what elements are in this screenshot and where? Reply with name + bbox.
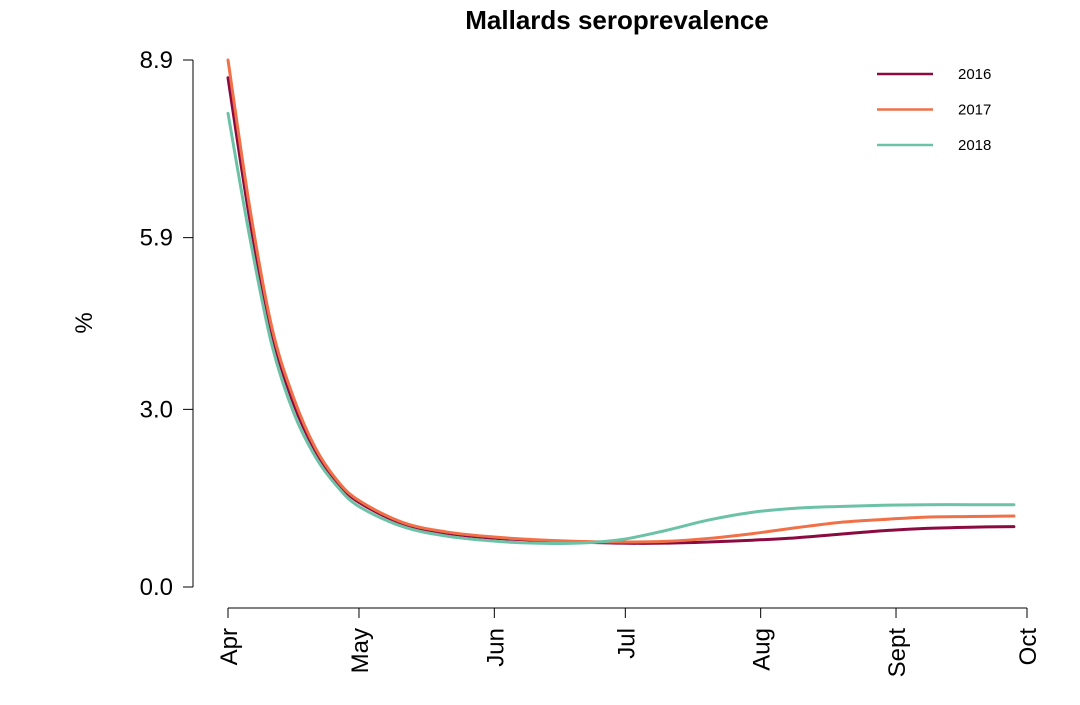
y-axis-label: % bbox=[71, 312, 98, 333]
y-tick-label: 8.9 bbox=[140, 47, 173, 74]
y-tick-label: 0.0 bbox=[140, 574, 173, 601]
x-tick-label: May bbox=[347, 628, 374, 673]
legend-label-2017: 2017 bbox=[958, 102, 991, 119]
x-axis: Apr May Jun Jul Aug Sept Oct bbox=[216, 607, 1042, 678]
y-tick-label: 3.0 bbox=[140, 396, 173, 423]
legend: 2016 2017 2018 bbox=[877, 66, 991, 154]
legend-label-2016: 2016 bbox=[958, 66, 991, 83]
x-tick-label: Jun bbox=[482, 628, 509, 667]
series-line-2016 bbox=[226, 76, 1016, 545]
series-group bbox=[226, 58, 1016, 546]
series-line-2017 bbox=[226, 58, 1016, 544]
y-tick-label: 5.9 bbox=[140, 225, 173, 252]
chart-title: Mallards seroprevalence bbox=[465, 5, 769, 35]
x-tick-label: Sept bbox=[884, 628, 911, 678]
x-tick-label: Aug bbox=[749, 628, 776, 671]
y-axis: 0.0 3.0 5.9 8.9 bbox=[140, 47, 194, 601]
x-tick-label: Oct bbox=[1015, 628, 1042, 666]
series-line-2018 bbox=[226, 111, 1016, 546]
legend-label-2018: 2018 bbox=[958, 137, 991, 154]
x-tick-label: Apr bbox=[216, 628, 243, 665]
x-tick-label: Jul bbox=[613, 628, 640, 659]
